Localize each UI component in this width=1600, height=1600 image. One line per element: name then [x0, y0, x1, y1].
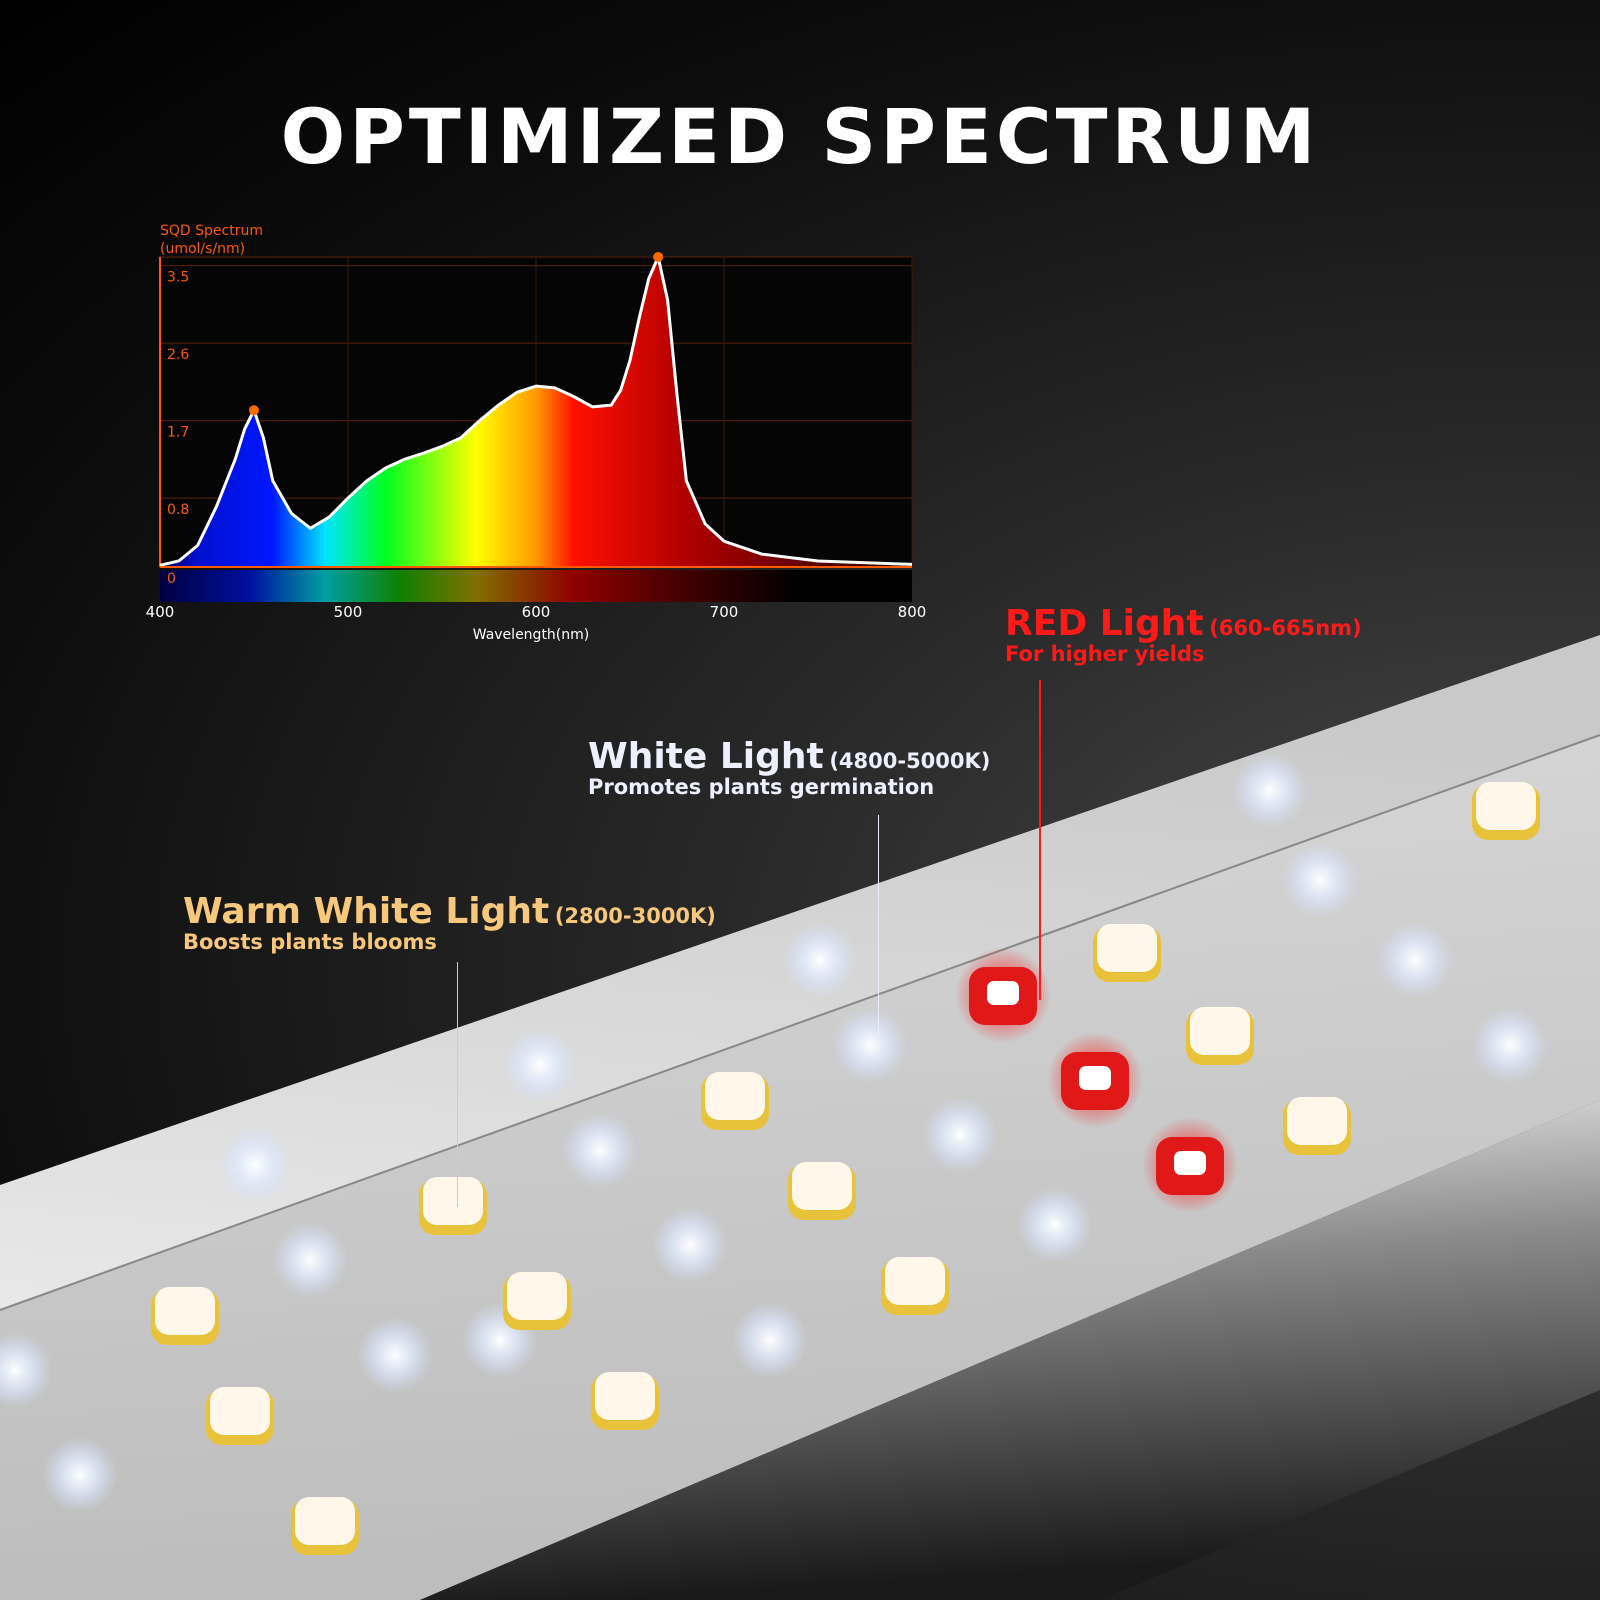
white-led — [562, 1112, 638, 1188]
page-title: OPTIMIZED SPECTRUM — [280, 92, 1320, 181]
white-led — [42, 1437, 118, 1513]
x-tick-label: 800 — [898, 603, 927, 621]
white-light-range: (4800-5000K) — [829, 749, 991, 773]
y-axis-label: SQD Spectrum — [160, 223, 263, 239]
peak-marker — [653, 252, 664, 262]
white-led — [357, 1317, 433, 1393]
y-tick-label: 0 — [167, 571, 176, 587]
red-leader-line — [1039, 680, 1041, 1000]
warm-white-light-heading: Warm White Light — [183, 891, 550, 932]
white-leader-line — [878, 815, 879, 1040]
white-led — [782, 922, 858, 998]
white-led — [732, 1302, 808, 1378]
x-tick-label: 400 — [146, 603, 175, 621]
white-led — [922, 1097, 998, 1173]
white-light-heading: White Light — [588, 736, 824, 777]
red-light-annotation: RED Light (660-665nm) For higher yields — [1005, 603, 1362, 666]
y-tick-label: 1.7 — [167, 425, 189, 441]
white-led — [652, 1207, 728, 1283]
red-light-range: (660-665nm) — [1209, 616, 1362, 640]
warm-white-light-range: (2800-3000K) — [554, 904, 716, 928]
x-tick-label: 500 — [334, 603, 363, 621]
spectrum-area — [160, 257, 912, 567]
white-led — [1232, 752, 1308, 828]
white-led — [1017, 1187, 1093, 1263]
warm-white-light-annotation: Warm White Light (2800-3000K) Boosts pla… — [183, 891, 716, 954]
white-led — [0, 1332, 53, 1408]
white-led — [1472, 1007, 1548, 1083]
spectrum-chart: 0 0.8 1.7 2.6 3.5 400 500 600 700 800 SQD Spectrum… — [146, 223, 927, 643]
white-led — [832, 1007, 908, 1083]
red-light-heading: RED Light — [1005, 603, 1204, 644]
peak-marker — [249, 405, 259, 416]
x-tick-label: 600 — [522, 603, 551, 621]
spectrum-color-band — [160, 570, 912, 602]
white-light-annotation: White Light (4800-5000K) Promotes plants… — [588, 736, 990, 799]
x-tick-label: 700 — [710, 603, 739, 621]
light-bar-heatsink — [420, 1100, 1600, 1600]
warm-leader-line — [457, 962, 458, 1207]
white-led — [502, 1027, 578, 1103]
spectrum-line — [159, 255, 913, 567]
y-tick-label: 2.6 — [167, 347, 189, 363]
white-led — [1377, 922, 1453, 998]
white-led — [217, 1127, 293, 1203]
white-led — [1282, 842, 1358, 918]
white-light-subtitle: Promotes plants germination — [588, 775, 935, 799]
red-light-subtitle: For higher yields — [1005, 642, 1205, 666]
warm-white-light-subtitle: Boosts plants blooms — [183, 930, 437, 954]
x-axis-label: Wavelength(nm) — [473, 627, 589, 643]
y-tick-label: 3.5 — [167, 270, 189, 286]
y-tick-label: 0.8 — [167, 502, 189, 518]
white-led — [272, 1222, 348, 1298]
y-axis-unit: (umol/s/nm) — [160, 241, 245, 257]
